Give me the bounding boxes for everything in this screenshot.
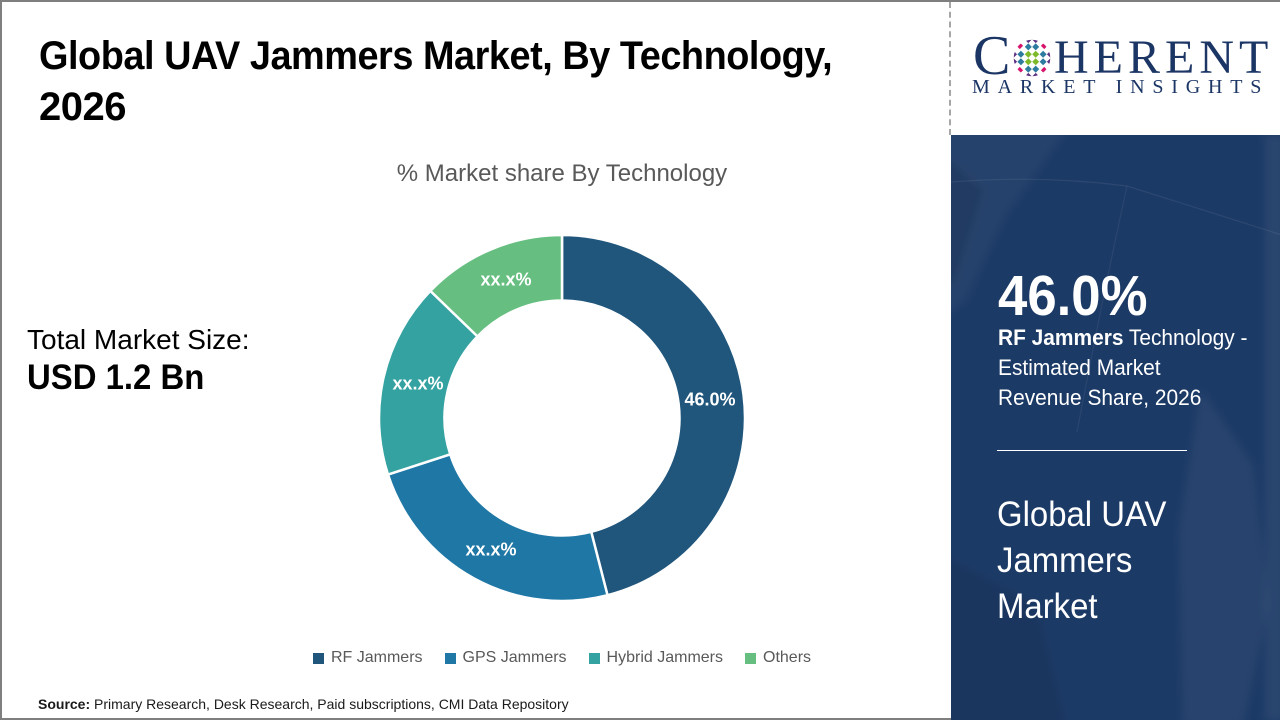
svg-text:HERENT: HERENT xyxy=(1054,31,1273,84)
svg-text:MARKET INSIGHTS: MARKET INSIGHTS xyxy=(972,76,1269,98)
svg-text:C: C xyxy=(973,25,1010,87)
